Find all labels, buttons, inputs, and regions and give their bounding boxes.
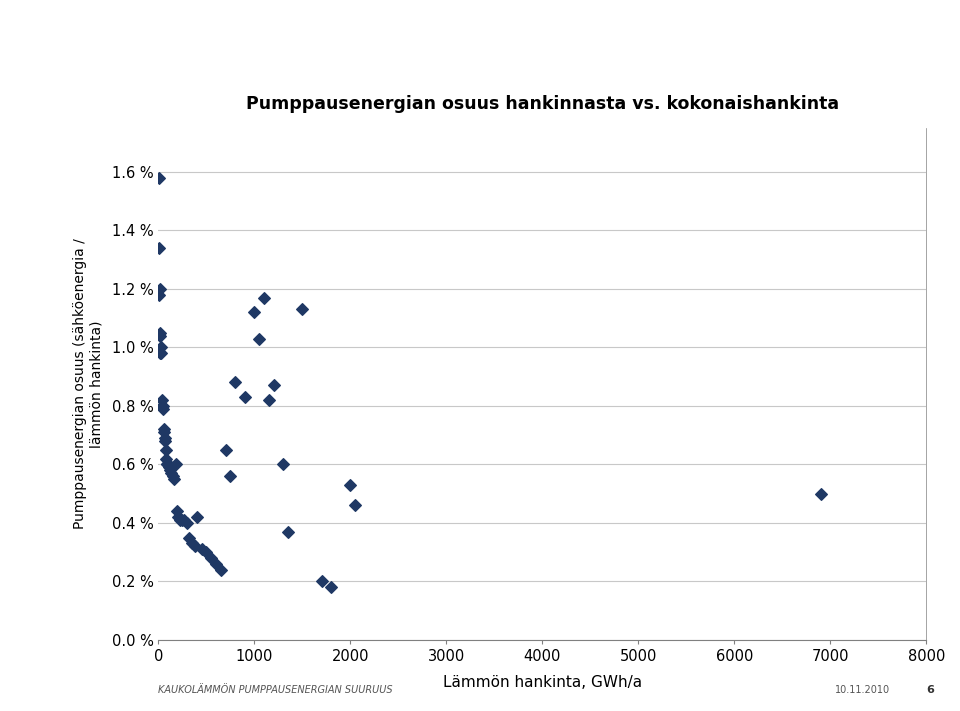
- Point: [158, 459, 175, 470]
- Point: [223, 471, 238, 482]
- Point: [151, 242, 167, 254]
- Point: [247, 306, 262, 318]
- Point: [314, 576, 329, 587]
- Title: Pumppausenergian osuus hankinnasta vs. kokonaishankinta: Pumppausenergian osuus hankinnasta vs. k…: [246, 95, 839, 112]
- Point: [280, 526, 296, 538]
- Point: [276, 459, 291, 470]
- Point: [194, 543, 209, 555]
- Point: [156, 400, 171, 412]
- Point: [295, 304, 310, 315]
- Point: [256, 292, 272, 304]
- Point: [168, 459, 183, 470]
- Point: [218, 444, 233, 456]
- Point: [172, 514, 187, 525]
- Point: [177, 514, 192, 525]
- Point: [252, 333, 267, 344]
- Point: [157, 453, 173, 464]
- Text: 6: 6: [926, 685, 934, 695]
- Point: [152, 283, 168, 294]
- Point: [175, 514, 190, 525]
- Point: [199, 547, 214, 558]
- Point: [189, 511, 204, 523]
- Point: [204, 552, 219, 564]
- Point: [165, 471, 180, 482]
- Point: [157, 432, 173, 444]
- Text: Hankinta (myynti+häviöt) 1/3: Hankinta (myynti+häviöt) 1/3: [10, 28, 519, 57]
- Point: [159, 459, 175, 470]
- Point: [162, 464, 178, 476]
- Point: [813, 488, 828, 499]
- Point: [159, 459, 176, 470]
- Point: [154, 348, 169, 359]
- Point: [154, 342, 169, 353]
- X-axis label: Lämmön hankinta, GWh/a: Lämmön hankinta, GWh/a: [443, 675, 642, 690]
- Point: [180, 517, 195, 528]
- Point: [163, 467, 179, 479]
- Point: [155, 400, 170, 412]
- Point: [324, 582, 339, 593]
- Point: [266, 380, 281, 391]
- Point: [187, 540, 203, 552]
- Text: 10.11.2010: 10.11.2010: [835, 685, 890, 695]
- Point: [237, 392, 252, 403]
- Point: [228, 377, 243, 388]
- Point: [153, 348, 168, 359]
- Y-axis label: Pumppausenergian osuus (sähköenergia /
lämmön hankinta): Pumppausenergian osuus (sähköenergia / l…: [73, 239, 104, 529]
- Point: [343, 479, 358, 491]
- Point: [158, 444, 174, 456]
- Point: [152, 289, 167, 301]
- Point: [181, 532, 197, 543]
- Point: [348, 500, 363, 511]
- Point: [213, 564, 228, 575]
- Point: [170, 511, 185, 523]
- Point: [161, 461, 177, 473]
- Point: [153, 327, 168, 338]
- Point: [160, 459, 176, 470]
- Point: [152, 330, 167, 341]
- Point: [166, 474, 181, 485]
- Point: [152, 172, 167, 183]
- Point: [154, 395, 170, 406]
- Point: [261, 395, 276, 406]
- Point: [157, 435, 173, 447]
- Point: [155, 403, 171, 415]
- Point: [156, 427, 172, 438]
- Point: [169, 506, 184, 517]
- Point: [184, 538, 200, 549]
- Point: [208, 558, 224, 570]
- Text: KAUKOLÄMMÖN PUMPPAUSENERGIAN SUURUUS: KAUKOLÄMMÖN PUMPPAUSENERGIAN SUURUUS: [158, 685, 393, 695]
- Point: [156, 424, 172, 435]
